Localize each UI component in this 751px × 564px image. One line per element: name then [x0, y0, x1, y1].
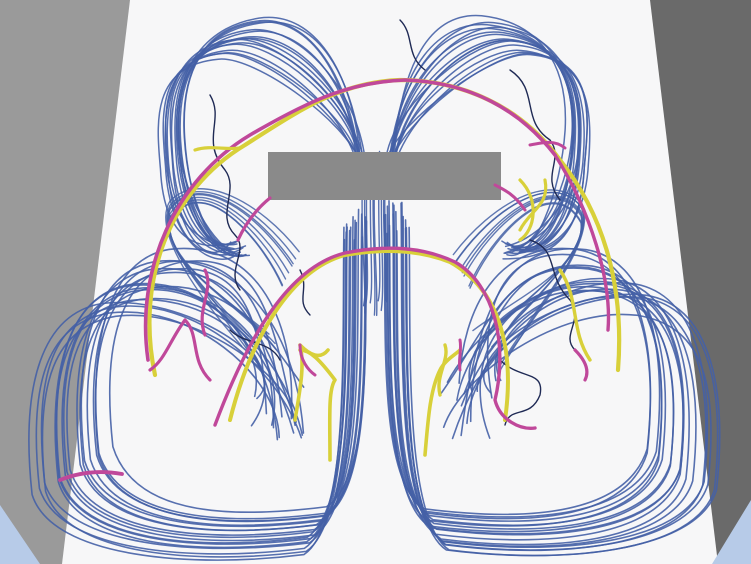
blue-streamline-upper: [169, 49, 362, 254]
blue-streamline-upper: [176, 16, 361, 254]
obstacle-block: [268, 152, 501, 200]
magenta-highlight-streamline: [573, 348, 589, 382]
left-wall: [0, 0, 130, 564]
blue-streamline-mid: [469, 203, 582, 332]
blue-streamline-lower: [384, 213, 661, 518]
blue-streamline-lower: [80, 236, 364, 528]
yellow-highlight-streamline: [298, 348, 337, 462]
dark-streamline: [209, 94, 241, 291]
blue-streamline-lower: [28, 226, 345, 561]
magenta-highlight-streamline: [298, 343, 317, 377]
blue-streamline-mid: [167, 194, 293, 345]
yellow-highlight-streamline: [423, 348, 462, 457]
blue-streamline-lower: [395, 210, 685, 541]
blue-streamline-upper: [162, 52, 366, 260]
magenta-highlight-streamline: [553, 153, 611, 332]
yellow-highlight-streamline: [193, 146, 242, 152]
magenta-highlight-streamline: [213, 246, 537, 430]
blue-streamline-upper: [392, 14, 567, 257]
magenta-highlight-streamline: [148, 318, 212, 382]
blue-streamline-upper: [389, 52, 588, 260]
blue-streamline-mid: [168, 196, 290, 371]
blue-streamline-upper: [387, 33, 574, 247]
magenta-highlight-streamline: [457, 338, 463, 372]
right-corner-tint: [712, 500, 751, 564]
magenta-highlight-streamline: [528, 140, 567, 150]
blue-streamline-lower: [62, 215, 354, 539]
dark-streamline: [509, 69, 561, 201]
blue-streamline-lower: [408, 226, 719, 557]
magenta-highlight-streamline: [200, 268, 210, 337]
dark-streamline: [529, 239, 576, 351]
yellow-highlight-streamline: [518, 178, 548, 232]
blue-streamline-upper: [391, 49, 581, 249]
yellow-highlight-streamline: [437, 343, 448, 397]
blue-streamline-lower: [94, 234, 368, 523]
highlight-streamlines: [58, 77, 622, 482]
blue-streamline-lower: [41, 231, 347, 558]
dark-streamline: [399, 19, 426, 71]
blue-streamline-lower: [402, 215, 709, 548]
blue-streamline-lower: [401, 201, 697, 548]
blue-streamline-lower: [92, 216, 367, 522]
blue-streamline-lower: [66, 238, 356, 536]
blue-streamline-mid: [461, 196, 583, 353]
blue-streamline-lower: [79, 208, 360, 532]
yellow-highlight-streamline: [228, 248, 510, 422]
magenta-highlight-streamline: [236, 196, 272, 242]
blue-streamline-upper: [157, 58, 364, 247]
magenta-highlight-streamline: [493, 183, 527, 212]
blue-streamline-mid: [167, 193, 294, 360]
right-wall: [650, 0, 751, 564]
magenta-highlight-streamline: [143, 78, 557, 362]
blue-streamlines: [28, 14, 721, 561]
yellow-highlight-streamline: [558, 268, 592, 362]
left-corner-tint: [0, 505, 40, 564]
magenta-highlight-streamline: [58, 470, 124, 482]
dark-streamline: [499, 359, 542, 426]
blue-streamline-lower: [40, 229, 351, 550]
